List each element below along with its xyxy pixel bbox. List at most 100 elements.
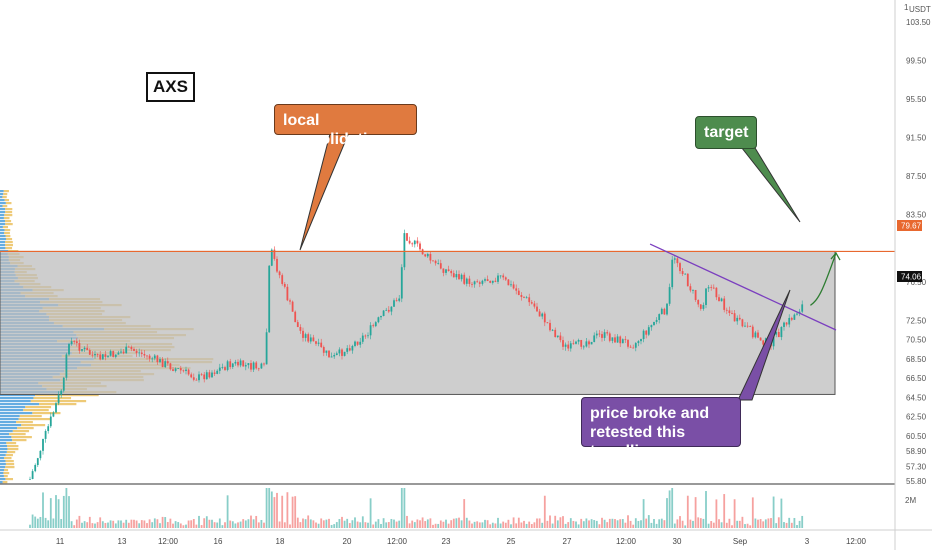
- volume-bar: [772, 496, 775, 528]
- candle-body: [749, 326, 752, 327]
- volume-bar: [395, 521, 398, 528]
- volume-bar: [460, 520, 463, 528]
- volume-profile-bar-up: [0, 469, 5, 472]
- candle-body: [351, 345, 354, 351]
- volume-bar: [39, 516, 42, 528]
- volume-bar: [554, 515, 557, 528]
- candle-body: [114, 354, 117, 357]
- candle-body: [585, 341, 588, 347]
- candle-body: [772, 334, 775, 347]
- volume-bar: [91, 523, 94, 528]
- volume-bar: [686, 495, 689, 528]
- candle-body: [658, 314, 661, 320]
- volume-bar: [99, 517, 102, 528]
- volume-bar: [208, 519, 211, 528]
- candle-body: [710, 287, 713, 289]
- volume-bar: [731, 525, 733, 528]
- candle-body: [109, 351, 112, 356]
- candle-body: [634, 343, 637, 348]
- candle-body: [689, 286, 692, 291]
- candle-body: [598, 333, 601, 335]
- candle-body: [252, 362, 255, 370]
- volume-bar: [104, 522, 107, 528]
- volume-bar: [788, 517, 791, 528]
- candle-body: [221, 367, 224, 368]
- volume-bar: [257, 522, 260, 528]
- candle-body: [289, 300, 291, 302]
- candle-body: [307, 334, 310, 342]
- volume-bar: [494, 523, 497, 528]
- candle-body: [445, 269, 447, 273]
- candle-body: [452, 273, 455, 278]
- candle-body: [226, 361, 229, 370]
- volume-bar: [343, 520, 346, 528]
- volume-bar: [398, 520, 401, 528]
- volume-bar: [616, 520, 619, 528]
- volume-bar: [546, 520, 549, 528]
- candle-body: [153, 355, 156, 359]
- candle-body: [476, 281, 479, 283]
- volume-profile-bar-up: [0, 214, 5, 217]
- candle-body: [512, 284, 515, 289]
- candle-body: [52, 412, 55, 417]
- volume-bar: [52, 518, 55, 528]
- candle-body: [593, 335, 596, 342]
- volume-bar: [122, 522, 125, 528]
- candle-body: [530, 302, 533, 304]
- volume-profile-bar-up: [0, 229, 5, 232]
- volume-bar: [471, 523, 473, 528]
- volume-bar: [491, 522, 494, 528]
- candle-body: [333, 354, 336, 357]
- volume-profile-bar-down: [5, 238, 13, 241]
- candle-body: [239, 360, 242, 366]
- candle-body: [471, 283, 473, 285]
- candle-body: [720, 298, 723, 302]
- volume-bar: [725, 522, 728, 528]
- volume-profile-bar-up: [0, 436, 12, 439]
- volume-profile-bar-up: [0, 394, 36, 397]
- volume-bar: [442, 521, 445, 528]
- volume-bar: [478, 522, 481, 528]
- volume-profile-bar-down: [3, 475, 8, 478]
- volume-bar: [499, 523, 502, 528]
- volume-profile-bar-up: [0, 217, 4, 220]
- candle-body: [673, 258, 676, 260]
- volume-profile-bar-down: [23, 409, 49, 412]
- candle-body: [203, 374, 206, 380]
- candle-body: [465, 278, 468, 284]
- volume-bar: [94, 523, 96, 528]
- volume-bar: [668, 490, 671, 528]
- candle-body: [317, 342, 320, 344]
- target-callout: target: [695, 116, 757, 149]
- volume-bar: [502, 521, 505, 528]
- volume-profile-bar-up: [0, 403, 40, 406]
- candle-body: [775, 332, 778, 335]
- volume-bar: [705, 491, 707, 528]
- volume-profile-bar-down: [3, 193, 8, 196]
- volume-bar: [315, 522, 317, 528]
- volume-bar: [523, 520, 525, 528]
- time-tick-label: 3: [805, 537, 810, 546]
- volume-profile-bar-down: [2, 205, 8, 208]
- volume-bar: [107, 522, 109, 528]
- volume-bar: [653, 519, 655, 528]
- volume-bar: [777, 517, 780, 528]
- volume-bar: [60, 518, 63, 528]
- last-price-tag-text: 74.06: [901, 273, 922, 282]
- volume-profile-bar-down: [32, 412, 61, 415]
- volume-bar: [603, 519, 606, 528]
- volume-bar: [582, 521, 585, 528]
- candle-body: [338, 349, 341, 354]
- volume-bar: [614, 519, 616, 528]
- candle-body: [385, 309, 388, 311]
- volume-bar: [83, 521, 86, 528]
- volume-bar: [281, 495, 284, 528]
- candle-body: [94, 354, 96, 356]
- volume-profile-bar-up: [0, 439, 13, 442]
- volume-bar: [195, 524, 198, 528]
- resistance-price-tag-text: 79.67: [901, 222, 922, 231]
- volume-bar: [406, 515, 408, 528]
- volume-bar: [289, 524, 291, 528]
- candle-body: [304, 334, 307, 338]
